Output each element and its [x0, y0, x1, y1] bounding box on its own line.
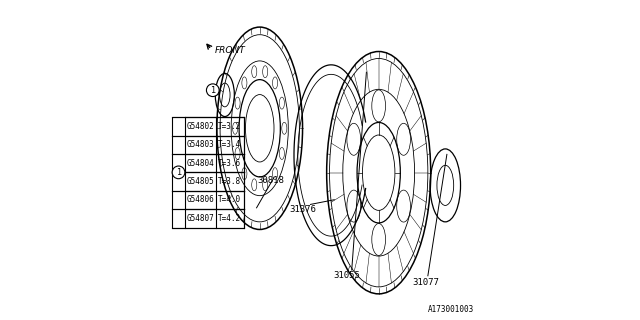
Text: G54805: G54805: [186, 177, 214, 186]
Text: 1: 1: [210, 86, 216, 95]
Text: T=3.2: T=3.2: [218, 122, 241, 131]
Text: T=4.0: T=4.0: [218, 196, 241, 204]
Text: G54802: G54802: [186, 122, 214, 131]
Text: T=3.4: T=3.4: [218, 140, 241, 149]
Text: T=3.8: T=3.8: [218, 177, 241, 186]
Circle shape: [172, 166, 185, 179]
Text: 1: 1: [176, 168, 181, 177]
Text: A173001003: A173001003: [428, 305, 474, 314]
Text: 31077: 31077: [413, 278, 440, 287]
Text: T=4.2: T=4.2: [218, 214, 241, 223]
Text: 30818: 30818: [257, 176, 284, 185]
Text: 31055: 31055: [333, 271, 360, 280]
Circle shape: [207, 84, 219, 97]
Text: FRONT: FRONT: [214, 46, 245, 55]
Text: G54806: G54806: [186, 196, 214, 204]
Text: G54803: G54803: [186, 140, 214, 149]
Bar: [173, 117, 244, 228]
Text: G54804: G54804: [186, 159, 214, 168]
Text: G54807: G54807: [186, 214, 214, 223]
Text: 31376: 31376: [289, 205, 316, 214]
Text: T=3.6: T=3.6: [218, 159, 241, 168]
